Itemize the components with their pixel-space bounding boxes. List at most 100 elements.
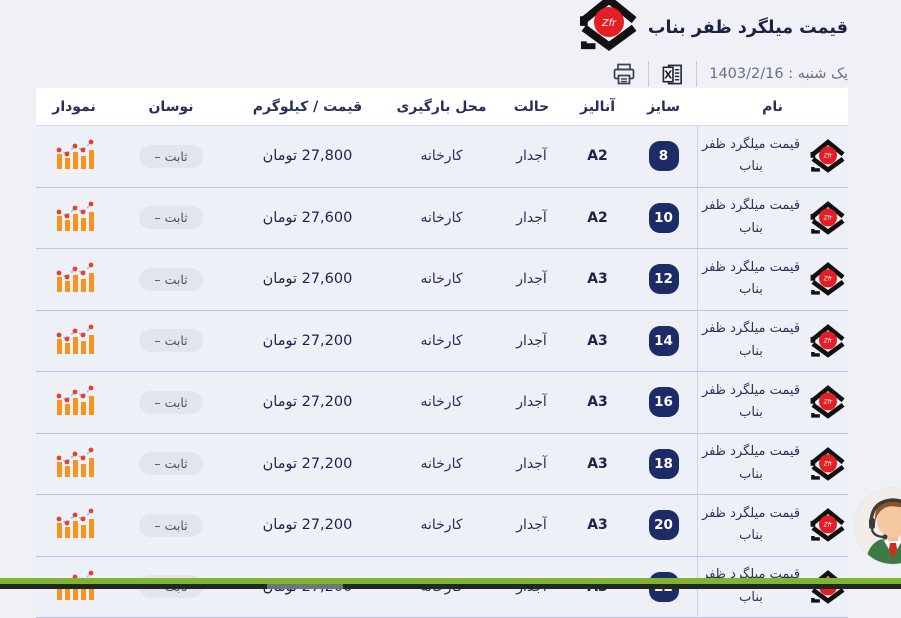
analysis-value: A2 (565, 148, 630, 164)
print-button[interactable] (612, 62, 636, 86)
title-row: قیمت میلگرد ظفر بناب (0, 0, 848, 56)
product-name: قیمت میلگرد ظفر بناب (698, 380, 804, 426)
chart-button[interactable] (52, 199, 96, 236)
state-value: آجدار (498, 456, 565, 472)
location-value: کارخانه (385, 148, 498, 164)
product-name: قیمت میلگرد ظفر بناب (698, 503, 804, 549)
state-value: آجدار (498, 394, 565, 410)
price-value: 27,600 تومان (230, 271, 385, 287)
size-badge: 12 (649, 264, 679, 294)
size-badge: 8 (649, 141, 679, 171)
product-name-cell[interactable]: قیمت میلگرد ظفر بناب (697, 188, 848, 249)
zafar-bonab-logo-icon (810, 138, 846, 174)
divider (648, 61, 649, 87)
chart-button[interactable] (52, 322, 96, 359)
price-value: 27,800 تومان (230, 148, 385, 164)
col-header-location: محل بارگیری (385, 99, 498, 115)
chart-button[interactable] (52, 137, 96, 174)
location-value: کارخانه (385, 456, 498, 472)
fluctuation-badge: ثابت – (139, 452, 202, 475)
fluctuation-badge: ثابت – (139, 145, 202, 168)
col-header-state: حالت (498, 99, 565, 115)
analysis-value: A3 (565, 456, 630, 472)
col-header-name: نام (697, 99, 848, 115)
col-header-fluctuation: نوسان (112, 99, 230, 115)
price-chart-icon (52, 383, 96, 417)
product-name-cell[interactable]: قیمت میلگرد ظفر بناب (697, 372, 848, 433)
chart-button[interactable] (52, 506, 96, 543)
zafar-bonab-logo-icon (810, 384, 846, 420)
page-header: قیمت میلگرد ظفر بناب یک شنبه : 1403/2/16 (0, 0, 901, 90)
analysis-value: A3 (565, 517, 630, 533)
state-value: آجدار (498, 148, 565, 164)
size-badge: 10 (649, 203, 679, 233)
date-label: یک شنبه : 1403/2/16 (709, 66, 848, 82)
col-header-price: قیمت / کیلوگرم (230, 99, 385, 115)
chart-button[interactable] (52, 445, 96, 482)
product-name: قیمت میلگرد ظفر بناب (698, 134, 804, 180)
price-chart-icon (52, 506, 96, 540)
price-chart-icon (52, 137, 96, 171)
support-chat-button[interactable] (855, 488, 901, 564)
size-badge: 18 (649, 449, 679, 479)
product-name-cell[interactable]: قیمت میلگرد ظفر بناب (697, 249, 848, 310)
table-row: قیمت میلگرد ظفر بناب 12 A3 آجدار کارخانه… (36, 249, 848, 311)
product-name-cell[interactable]: قیمت میلگرد ظفر بناب (697, 434, 848, 495)
product-name: قیمت میلگرد ظفر بناب (698, 441, 804, 487)
product-name: قیمت میلگرد ظفر بناب (698, 257, 804, 303)
state-value: آجدار (498, 210, 565, 226)
size-badge: 20 (649, 510, 679, 540)
product-name: قیمت میلگرد ظفر بناب (698, 318, 804, 364)
table-row: قیمت میلگرد ظفر بناب 16 A3 آجدار کارخانه… (36, 372, 848, 434)
product-name-cell[interactable]: قیمت میلگرد ظفر بناب (697, 126, 848, 187)
analysis-value: A3 (565, 271, 630, 287)
price-value: 27,200 تومان (230, 333, 385, 349)
bottom-bars (0, 578, 901, 589)
fluctuation-badge: ثابت – (139, 514, 202, 537)
horizontal-scrollbar[interactable] (0, 584, 901, 589)
zafar-bonab-logo-icon (810, 200, 846, 236)
location-value: کارخانه (385, 210, 498, 226)
analysis-value: A2 (565, 210, 630, 226)
fluctuation-badge: ثابت – (139, 206, 202, 229)
divider (696, 61, 697, 87)
chart-button[interactable] (52, 260, 96, 297)
location-value: کارخانه (385, 517, 498, 533)
zafar-bonab-logo-icon (580, 0, 638, 53)
excel-export-button[interactable] (661, 63, 684, 86)
table-row: قیمت میلگرد ظفر بناب 20 A3 آجدار کارخانه… (36, 495, 848, 557)
fluctuation-badge: ثابت – (139, 268, 202, 291)
fluctuation-badge: ثابت – (139, 329, 202, 352)
size-badge: 16 (649, 387, 679, 417)
location-value: کارخانه (385, 333, 498, 349)
product-name: قیمت میلگرد ظفر بناب (698, 195, 804, 241)
scrollbar-thumb[interactable] (267, 584, 343, 589)
page-title: قیمت میلگرد ظفر بناب (648, 0, 848, 56)
zafar-bonab-logo-icon (810, 507, 846, 543)
product-name-cell[interactable]: قیمت میلگرد ظفر بناب (697, 311, 848, 372)
state-value: آجدار (498, 271, 565, 287)
zafar-bonab-logo-icon (810, 261, 846, 297)
size-badge: 14 (649, 326, 679, 356)
support-agent-icon (855, 488, 901, 564)
table-row: قیمت میلگرد ظفر بناب 18 A3 آجدار کارخانه… (36, 434, 848, 496)
table-row: قیمت میلگرد ظفر بناب 10 A2 آجدار کارخانه… (36, 188, 848, 250)
price-chart-icon (52, 260, 96, 294)
price-chart-icon (52, 199, 96, 233)
page: قیمت میلگرد ظفر بناب یک شنبه : 1403/2/16… (0, 0, 901, 589)
state-value: آجدار (498, 517, 565, 533)
fluctuation-badge: ثابت – (139, 391, 202, 414)
analysis-value: A3 (565, 394, 630, 410)
table-row: قیمت میلگرد ظفر بناب 14 A3 آجدار کارخانه… (36, 311, 848, 373)
printer-icon (612, 62, 636, 86)
price-table: نام سایز آنالیز حالت محل بارگیری قیمت / … (36, 88, 848, 618)
price-chart-icon (52, 445, 96, 479)
table-row: قیمت میلگرد ظفر بناب 8 A2 آجدار کارخانه … (36, 126, 848, 188)
toolbar: یک شنبه : 1403/2/16 (0, 58, 848, 90)
chart-button[interactable] (52, 383, 96, 420)
excel-icon (661, 63, 684, 86)
product-name-cell[interactable]: قیمت میلگرد ظفر بناب (697, 495, 848, 556)
price-value: 27,200 تومان (230, 517, 385, 533)
location-value: کارخانه (385, 271, 498, 287)
col-header-analysis: آنالیز (565, 99, 630, 115)
